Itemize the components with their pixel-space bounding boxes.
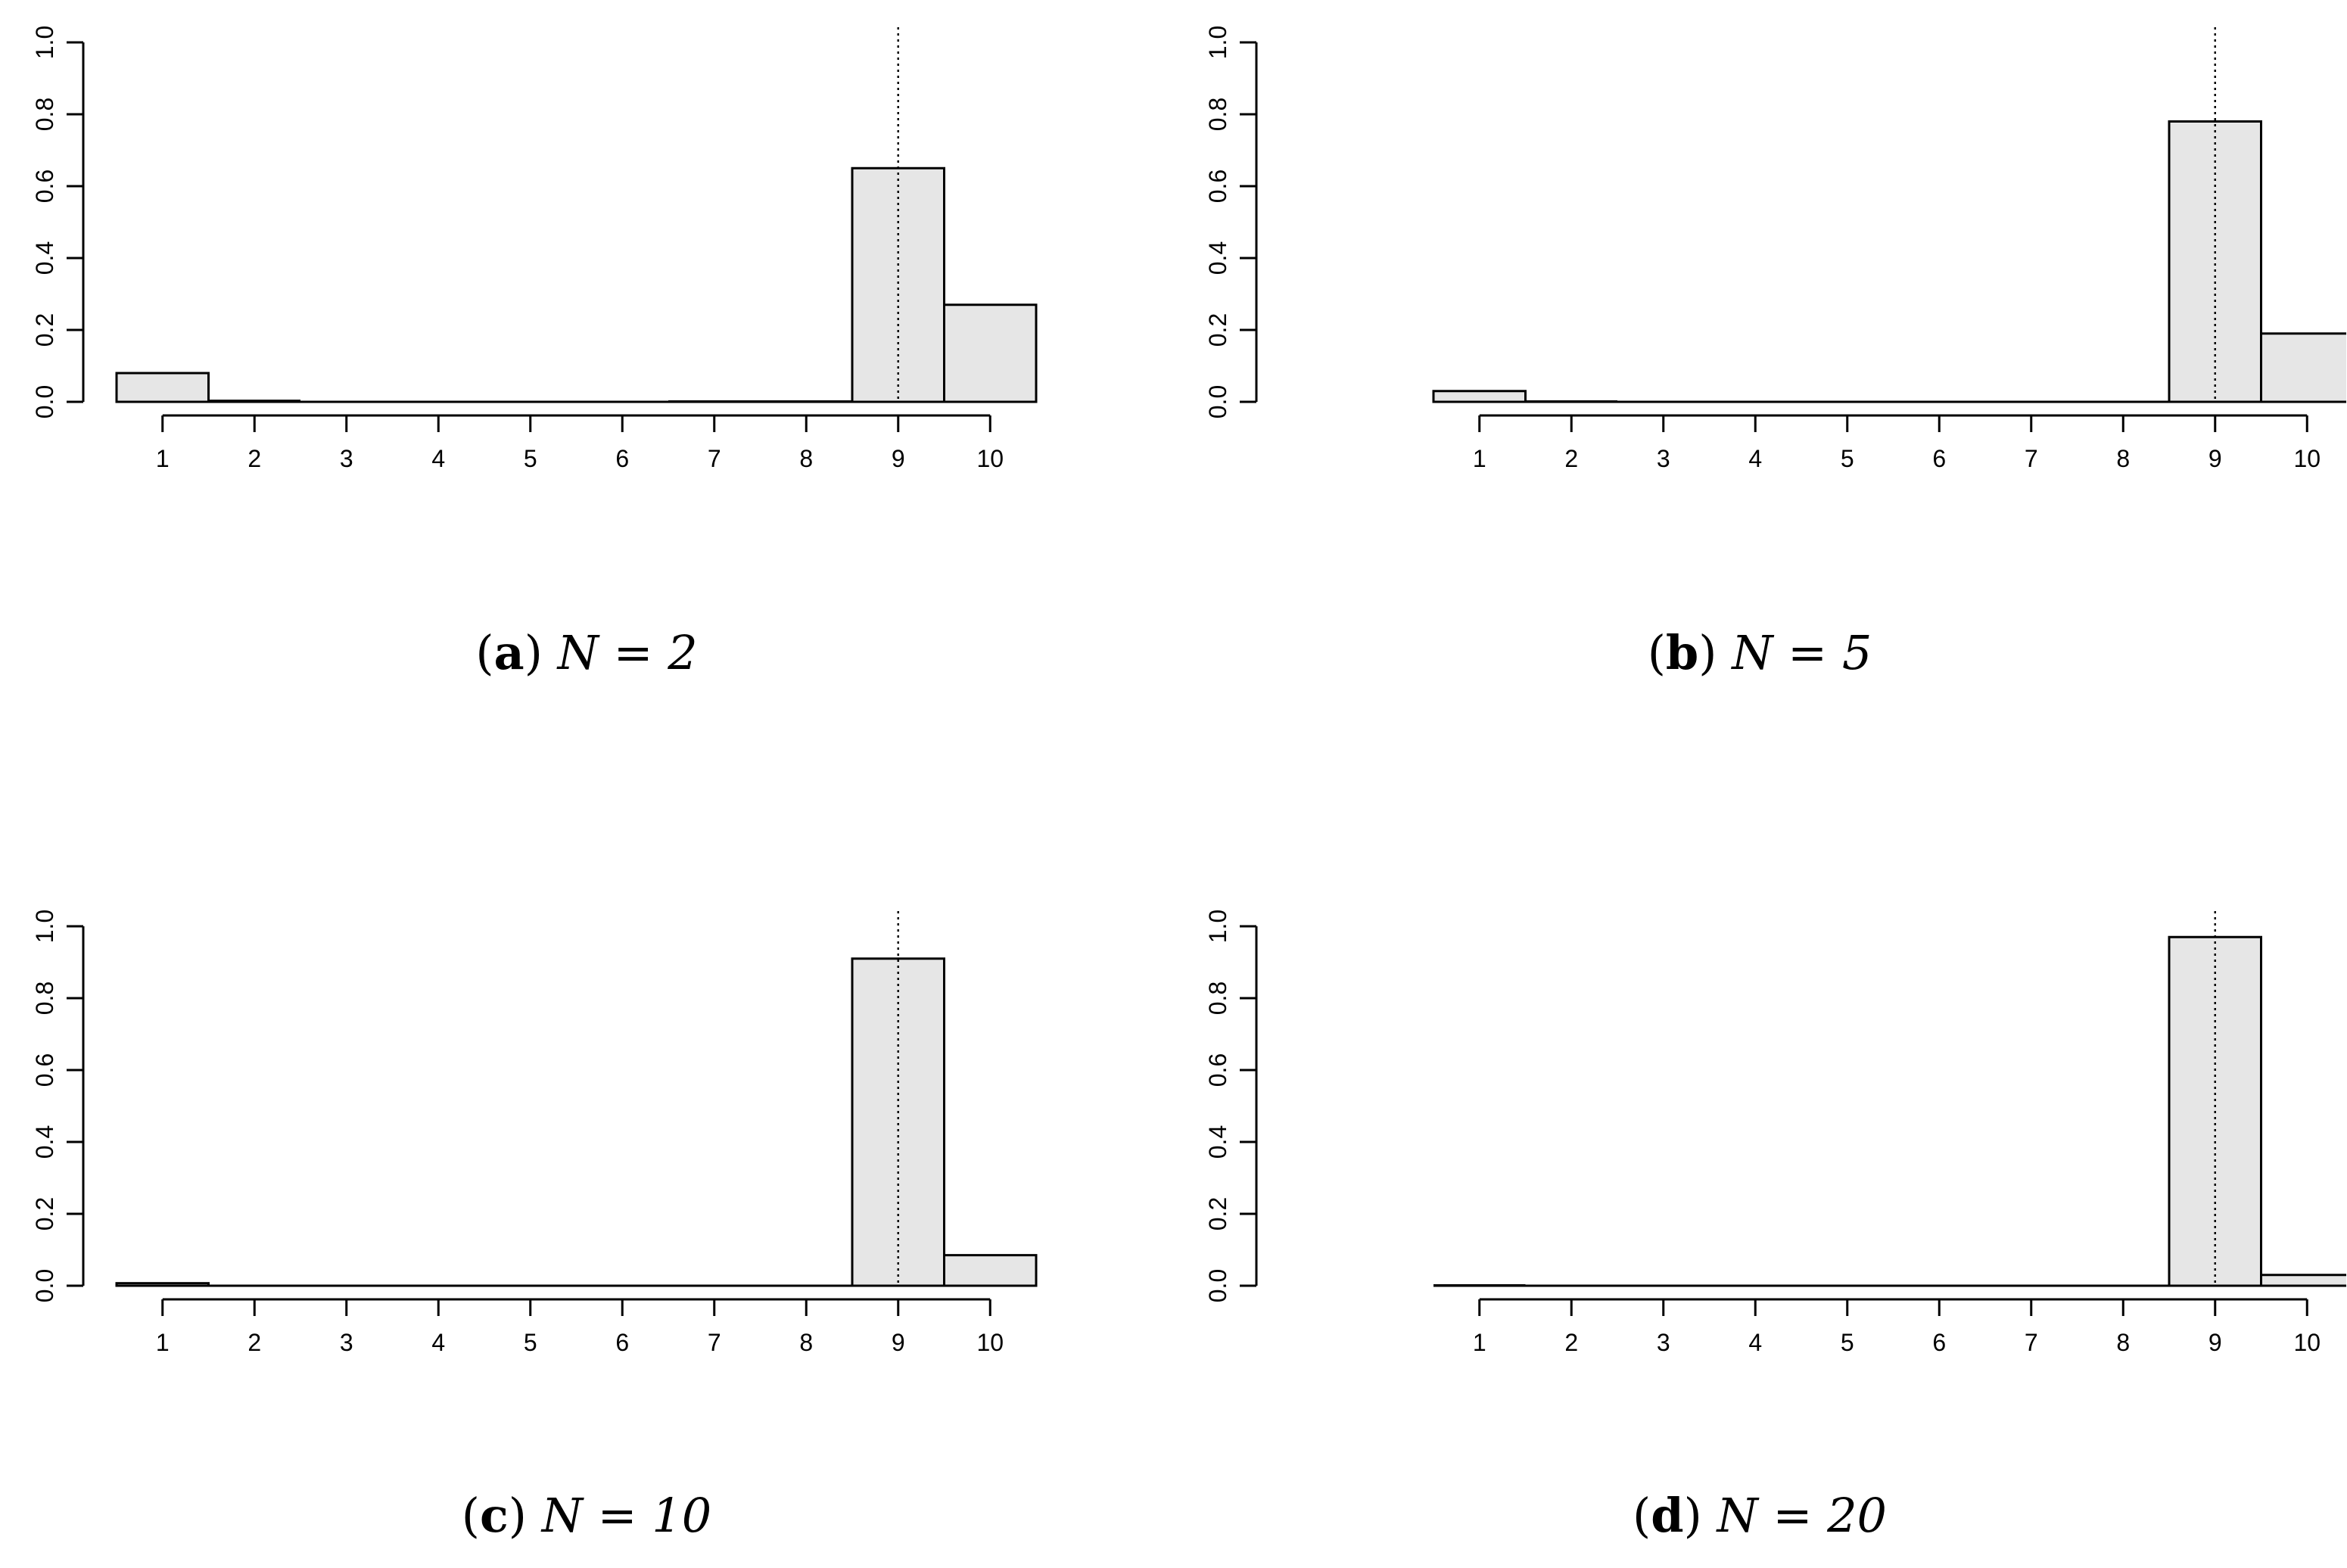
x-tick-label: 4 bbox=[1748, 1329, 1762, 1356]
y-tick-label: 0.6 bbox=[1204, 1053, 1231, 1087]
y-tick-label: 0.4 bbox=[31, 241, 58, 275]
x-tick-label: 5 bbox=[524, 1329, 537, 1356]
caption-a: (a) N = 2 bbox=[0, 625, 1173, 680]
x-tick-label: 7 bbox=[708, 445, 721, 472]
y-tick-label: 1.0 bbox=[31, 26, 58, 59]
x-tick-label: 3 bbox=[340, 445, 353, 472]
x-tick-label: 9 bbox=[892, 1329, 905, 1356]
bar-9 bbox=[851, 166, 945, 403]
bar-9 bbox=[851, 957, 945, 1287]
chart-panel-d: 0.0 0.2 0.4 0.6 0.8 1.0 1 2 3 4 5 6 7 8 9 10 (d) N = 20 bbox=[1173, 784, 2346, 1568]
x-tick-label: 6 bbox=[1932, 445, 1946, 472]
y-tick-label: 1.0 bbox=[31, 910, 58, 943]
caption-expr-a: N = 2 bbox=[557, 625, 698, 680]
caption-expr-d: N = 20 bbox=[1717, 1488, 1887, 1543]
y-tick-label: 0.0 bbox=[31, 385, 58, 418]
x-tick-label: 9 bbox=[2208, 445, 2222, 472]
x-tick-label: 4 bbox=[1748, 445, 1762, 472]
bar-1 bbox=[1432, 390, 1527, 403]
caption-label-b: (b) bbox=[1647, 625, 1717, 680]
chart-svg-b: 0.0 0.2 0.4 0.6 0.8 1.0 1 2 3 4 5 6 7 8 9 10 bbox=[1204, 26, 2346, 472]
x-tick-label: 2 bbox=[247, 1329, 261, 1356]
chart-panel-c: 0.0 0.2 0.4 0.6 0.8 1.0 1 2 3 4 5 6 7 8 9 10 (c) N = 10 bbox=[0, 784, 1173, 1568]
x-tick-label: 4 bbox=[431, 1329, 445, 1356]
caption-b: (b) N = 5 bbox=[1173, 625, 2346, 680]
x-tick-label: 8 bbox=[2116, 445, 2130, 472]
x-tick-label: 10 bbox=[976, 1329, 1004, 1356]
x-tick-label: 9 bbox=[2208, 1329, 2222, 1356]
y-tick-label: 1.0 bbox=[1204, 910, 1231, 943]
x-tick-label: 5 bbox=[524, 445, 537, 472]
y-tick-label: 0.0 bbox=[1204, 385, 1231, 418]
x-tick-label: 6 bbox=[615, 1329, 629, 1356]
chart-svg-c: 0.0 0.2 0.4 0.6 0.8 1.0 1 2 3 4 5 6 7 8 9 10 bbox=[31, 910, 1038, 1356]
x-tick-label: 10 bbox=[2293, 1329, 2321, 1356]
bar-9 bbox=[2168, 120, 2262, 403]
x-tick-label: 2 bbox=[247, 445, 261, 472]
chart-svg-d: 0.0 0.2 0.4 0.6 0.8 1.0 1 2 3 4 5 6 7 8 9 10 bbox=[1204, 910, 2346, 1356]
x-tick-label: 3 bbox=[340, 1329, 353, 1356]
y-tick-label: 0.2 bbox=[1204, 313, 1231, 347]
x-tick-label: 6 bbox=[615, 445, 629, 472]
x-tick-label: 8 bbox=[799, 1329, 813, 1356]
x-tick-label: 1 bbox=[156, 445, 170, 472]
bar-10 bbox=[2260, 1274, 2346, 1287]
y-tick-label: 0.0 bbox=[1204, 1269, 1231, 1302]
chart-panel-b: 0.0 0.2 0.4 0.6 0.8 1.0 1 2 3 4 5 6 7 8 9 10 (b) N = 5 bbox=[1173, 0, 2346, 784]
caption-expr-b: N = 5 bbox=[1732, 625, 1872, 680]
x-tick-label: 10 bbox=[2293, 445, 2321, 472]
x-tick-label: 1 bbox=[156, 1329, 170, 1356]
caption-label-c: (c) bbox=[461, 1488, 527, 1543]
y-tick-label: 0.8 bbox=[31, 98, 58, 131]
y-tick-label: 0.6 bbox=[31, 1053, 58, 1087]
caption-expr-c: N = 10 bbox=[541, 1488, 712, 1543]
y-tick-label: 0.2 bbox=[1204, 1197, 1231, 1230]
y-tick-label: 0.8 bbox=[1204, 982, 1231, 1015]
x-tick-label: 1 bbox=[1473, 1329, 1486, 1356]
y-tick-label: 0.8 bbox=[1204, 98, 1231, 131]
bar-1 bbox=[115, 372, 210, 403]
caption-label-a: (a) bbox=[475, 625, 543, 680]
bar-10 bbox=[943, 303, 1038, 403]
y-tick-label: 0.6 bbox=[31, 170, 58, 203]
bar-10 bbox=[2260, 332, 2346, 403]
y-tick-label: 0.8 bbox=[31, 982, 58, 1015]
x-tick-label: 7 bbox=[2025, 1329, 2038, 1356]
x-tick-label: 2 bbox=[1564, 1329, 1578, 1356]
x-tick-label: 8 bbox=[2116, 1329, 2130, 1356]
x-tick-label: 7 bbox=[2025, 445, 2038, 472]
caption-d: (d) N = 20 bbox=[1173, 1488, 2346, 1543]
y-tick-label: 0.2 bbox=[31, 313, 58, 347]
y-tick-label: 1.0 bbox=[1204, 26, 1231, 59]
x-tick-label: 10 bbox=[976, 445, 1004, 472]
x-tick-label: 5 bbox=[1841, 445, 1854, 472]
y-tick-label: 0.4 bbox=[31, 1125, 58, 1159]
x-tick-label: 5 bbox=[1841, 1329, 1854, 1356]
chart-svg-a: 0.0 0.2 0.4 0.6 0.8 1.0 1 2 3 4 5 6 7 8 9 10 bbox=[31, 26, 1038, 472]
y-tick-label: 0.4 bbox=[1204, 241, 1231, 275]
x-tick-label: 3 bbox=[1657, 1329, 1670, 1356]
x-tick-label: 1 bbox=[1473, 445, 1486, 472]
x-tick-label: 4 bbox=[431, 445, 445, 472]
bar-10 bbox=[943, 1254, 1038, 1287]
x-tick-label: 8 bbox=[799, 445, 813, 472]
x-tick-label: 3 bbox=[1657, 445, 1670, 472]
y-tick-label: 0.4 bbox=[1204, 1125, 1231, 1159]
x-tick-label: 9 bbox=[892, 445, 905, 472]
y-tick-label: 0.6 bbox=[1204, 170, 1231, 203]
x-tick-label: 2 bbox=[1564, 445, 1578, 472]
caption-c: (c) N = 10 bbox=[0, 1488, 1173, 1543]
caption-label-d: (d) bbox=[1633, 1488, 1702, 1543]
y-tick-label: 0.0 bbox=[31, 1269, 58, 1302]
x-tick-label: 7 bbox=[708, 1329, 721, 1356]
y-tick-label: 0.2 bbox=[31, 1197, 58, 1230]
chart-panel-a: 0.0 0.2 0.4 0.6 0.8 1.0 1 2 3 4 5 6 7 8 9 10 (a) N = 2 bbox=[0, 0, 1173, 784]
x-tick-label: 6 bbox=[1932, 1329, 1946, 1356]
